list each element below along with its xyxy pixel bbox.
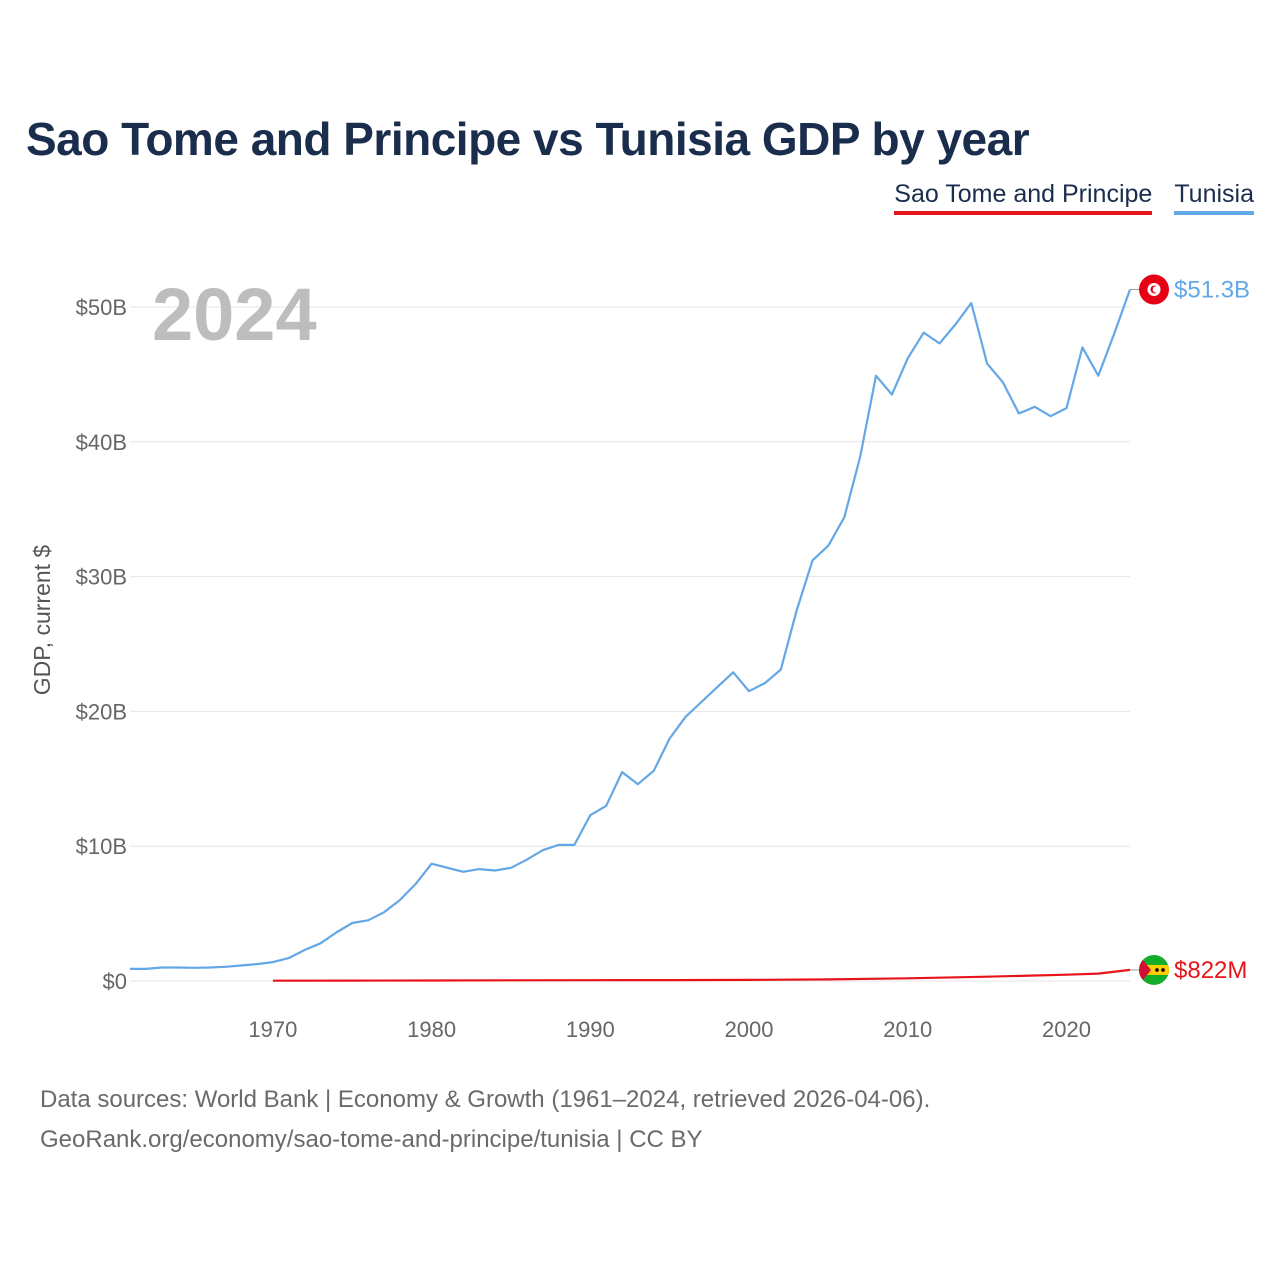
x-tick-label: 2000 [725,1017,774,1042]
x-axis-ticks: 1970 1980 1990 2000 2010 2020 [248,1017,1091,1042]
source-line-1: Data sources: World Bank | Economy & Gro… [40,1086,931,1113]
sao-tome-flag-icon [1139,954,1169,985]
series-line-tunisia [130,289,1132,971]
chart-title: Sao Tome and Principe vs Tunisia GDP by … [26,113,1030,165]
end-value-label: $822M [1174,957,1247,984]
x-tick-label: 2020 [1042,1017,1091,1042]
x-tick-label: 1980 [407,1017,456,1042]
y-tick-label: $40B [76,430,127,455]
tunisia-flag-icon [1139,274,1169,305]
y-tick-label: $50B [76,295,127,320]
y-tick-label: $30B [76,565,127,590]
legend: Sao Tome and Principe Tunisia [894,180,1254,215]
series-lines [130,289,1132,982]
end-markers: $51.3B $822M [1130,274,1250,985]
y-tick-label: $20B [76,699,127,724]
y-axis-ticks: $0 $10B $20B $30B $40B $50B [76,295,127,994]
x-tick-label: 2010 [883,1017,932,1042]
source-line-2[interactable]: GeoRank.org/economy/sao-tome-and-princip… [40,1126,703,1153]
y-axis-label: GDP, current $ [29,545,55,696]
legend-item-tunisia[interactable]: Tunisia [1174,180,1254,215]
x-tick-label: 1990 [566,1017,615,1042]
legend-item-sao-tome[interactable]: Sao Tome and Principe [894,180,1153,215]
y-tick-label: $0 [103,969,127,994]
grid-lines [130,306,1130,982]
year-label: 2024 [152,273,317,356]
end-value-label: $51.3B [1174,276,1250,303]
source-note: Data sources: World Bank | Economy & Gro… [40,1080,930,1160]
y-tick-label: $10B [76,834,127,859]
series-line-sao-tome-and-principe [272,968,1131,982]
x-tick-label: 1970 [248,1017,297,1042]
